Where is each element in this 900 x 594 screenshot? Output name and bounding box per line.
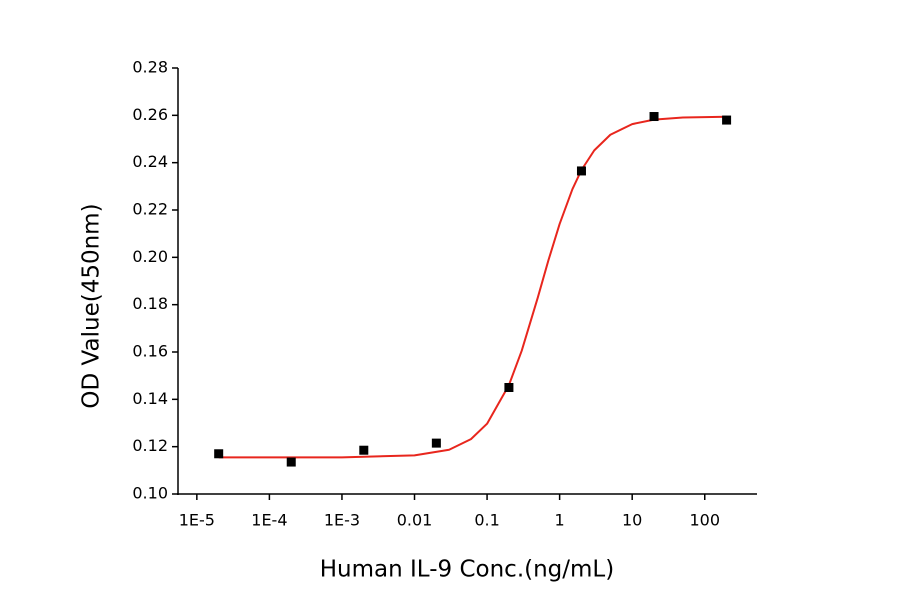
data-point [431, 438, 441, 448]
x-tick-label: 0.1 [474, 511, 499, 530]
x-tick-label: 1 [555, 511, 565, 530]
y-tick-label: 0.10 [132, 484, 168, 503]
data-point [649, 112, 659, 122]
y-tick-label: 0.12 [132, 436, 168, 455]
x-tick-label: 1E-4 [251, 511, 287, 530]
y-tick-label: 0.26 [132, 105, 168, 124]
x-tick-label: 10 [622, 511, 642, 530]
x-tick-label: 1E-3 [324, 511, 360, 530]
x-tick-label: 0.01 [397, 511, 433, 530]
data-point [576, 166, 586, 176]
data-point [359, 445, 369, 455]
y-axis-title: OD Value(450nm) [79, 203, 105, 408]
x-axis-title: Human IL-9 Conc.(ng/mL) [320, 557, 614, 583]
y-tick-label: 0.16 [132, 342, 168, 361]
y-tick-label: 0.18 [132, 294, 168, 313]
x-tick-label: 1E-5 [179, 511, 215, 530]
fit-curve [218, 115, 727, 459]
y-tick-label: 0.14 [132, 389, 168, 408]
x-tick-label: 100 [689, 511, 720, 530]
data-point [286, 457, 296, 467]
data-point [214, 449, 224, 459]
y-tick-label: 0.20 [132, 247, 168, 266]
data-point [722, 115, 732, 125]
y-tick-label: 0.28 [132, 58, 168, 77]
y-tick-label: 0.22 [132, 200, 168, 219]
y-tick-label: 0.24 [132, 152, 168, 171]
data-point [504, 383, 514, 392]
